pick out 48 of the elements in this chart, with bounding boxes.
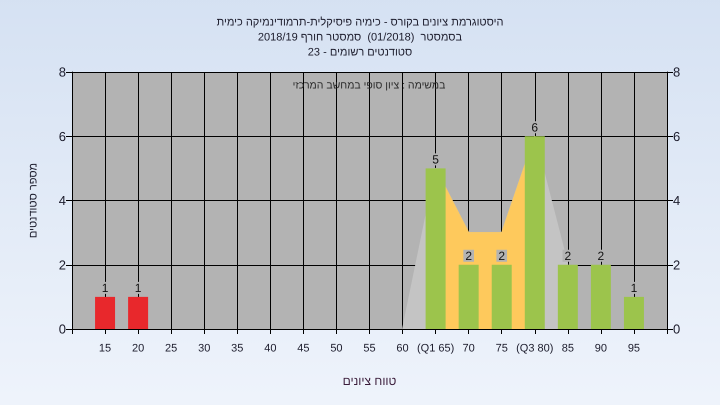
chart-title: היסטוגרמת ציונים בקורס - כימיה פיסיקלית-תרמודינמיקה כימית בסמסטר (01/2018) סמסטר חורף 2018/19 סטודנטים רשומים - 23 bbox=[216, 16, 504, 58]
x-tick-label: 35 bbox=[231, 342, 244, 354]
x-tick-label: 90 bbox=[594, 342, 608, 354]
bar bbox=[492, 264, 512, 329]
x-tick-label: 95 bbox=[628, 342, 640, 354]
y-tick-label: 4 bbox=[58, 193, 66, 208]
bar bbox=[458, 264, 479, 329]
y-tick-label: 6 bbox=[58, 128, 66, 144]
y-tick-label: 0 bbox=[58, 322, 66, 336]
x-tick-label: 30 bbox=[198, 342, 210, 354]
x-tick-label: 70 bbox=[462, 342, 475, 354]
x-tick-label: 15 bbox=[98, 342, 112, 354]
bar bbox=[426, 168, 446, 329]
x-tick-label: 60 bbox=[396, 342, 409, 354]
data-label: 1 bbox=[630, 280, 638, 295]
y2-tick-label: 4 bbox=[673, 193, 680, 208]
data-label: 2 bbox=[564, 248, 572, 263]
y-axis-title: מספר סטודנטים bbox=[28, 162, 40, 238]
bar bbox=[558, 264, 578, 329]
x-tick-label: 75 bbox=[496, 342, 508, 354]
y2-tick-label: 2 bbox=[673, 257, 680, 272]
y-tick-label: 8 bbox=[58, 64, 66, 80]
bar bbox=[590, 264, 611, 329]
data-label: 6 bbox=[531, 120, 538, 134]
y2-tick-label: 0 bbox=[673, 322, 680, 336]
x-tick-label: 85 bbox=[562, 342, 574, 354]
x-tick-label: 20 bbox=[132, 342, 144, 354]
bar bbox=[128, 296, 148, 329]
y2-tick-label: 8 bbox=[673, 64, 680, 80]
y-tick-label: 2 bbox=[58, 257, 66, 272]
y2-tick-label: 6 bbox=[673, 128, 680, 144]
data-label: 2 bbox=[598, 248, 605, 263]
x-tick-label: 45 bbox=[297, 342, 310, 354]
data-label: 1 bbox=[134, 280, 142, 295]
x-tick-label: 25 bbox=[165, 342, 178, 354]
x-tick-label: (Q1 65) bbox=[416, 342, 454, 354]
x-tick-label: (Q3 80) bbox=[516, 342, 554, 354]
bar bbox=[524, 136, 545, 329]
x-tick-label: 55 bbox=[363, 342, 376, 354]
data-label: 2 bbox=[498, 248, 506, 263]
bar bbox=[95, 296, 116, 329]
data-label: 2 bbox=[465, 248, 472, 263]
data-label: 1 bbox=[102, 280, 109, 295]
x-axis-title: טווח ציונים bbox=[342, 374, 397, 388]
x-tick-label: 50 bbox=[330, 342, 343, 354]
x-tick-label: 40 bbox=[264, 342, 276, 354]
data-label: 5 bbox=[432, 152, 440, 166]
bar bbox=[624, 296, 644, 329]
